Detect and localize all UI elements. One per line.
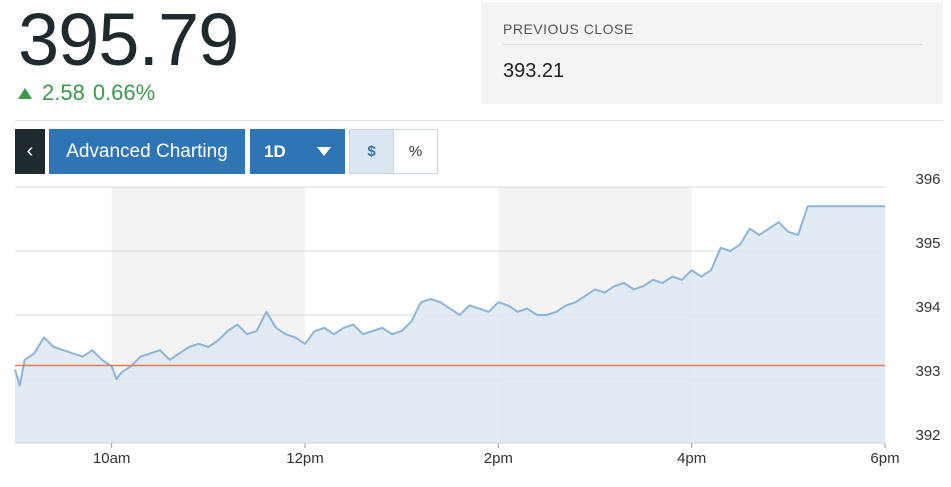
- dollar-toggle-button[interactable]: $: [350, 130, 394, 173]
- y-tick-label: 394: [915, 299, 940, 316]
- up-triangle-icon: [18, 87, 32, 99]
- caret-down-icon: [317, 147, 331, 156]
- price-line: [14, 205, 885, 387]
- last-price: 395.79: [18, 0, 239, 81]
- change-percent: 0.66%: [92, 80, 156, 105]
- x-tick-label: 2pm: [484, 450, 513, 467]
- change-value: 2.58: [42, 80, 85, 105]
- percent-toggle-button[interactable]: %: [394, 130, 437, 173]
- x-tick-label: 12pm: [286, 450, 324, 467]
- y-tick-label: 392: [915, 427, 940, 444]
- previous-close-panel: PREVIOUS CLOSE 393.21: [481, 2, 943, 104]
- previous-close-label: PREVIOUS CLOSE: [503, 21, 634, 37]
- y-tick-label: 396: [915, 171, 940, 188]
- range-dropdown[interactable]: 1D: [250, 129, 345, 174]
- units-toggle: $ %: [349, 129, 438, 174]
- divider: [503, 44, 923, 45]
- x-tick-label: 6pm: [870, 450, 899, 467]
- y-tick-label: 395: [915, 235, 940, 252]
- x-tick-label: 4pm: [677, 450, 706, 467]
- divider: [15, 120, 943, 121]
- price-area: [15, 206, 885, 443]
- collapse-button[interactable]: ‹: [15, 129, 45, 174]
- previous-close-value: 393.21: [503, 60, 565, 82]
- range-label: 1D: [264, 141, 286, 161]
- x-tick-label: 10am: [93, 450, 131, 467]
- y-tick-label: 393: [915, 363, 940, 380]
- chevron-left-icon: ‹: [26, 140, 34, 162]
- advanced-charting-button[interactable]: Advanced Charting: [49, 129, 245, 174]
- price-change: 2.58 0.66%: [18, 80, 155, 106]
